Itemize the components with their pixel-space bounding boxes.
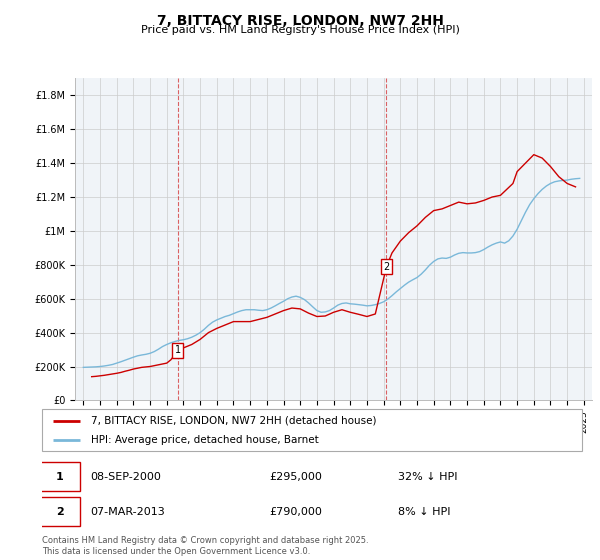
- Text: 7, BITTACY RISE, LONDON, NW7 2HH: 7, BITTACY RISE, LONDON, NW7 2HH: [157, 14, 443, 28]
- FancyBboxPatch shape: [40, 463, 80, 491]
- Text: 32% ↓ HPI: 32% ↓ HPI: [398, 472, 458, 482]
- Text: 2: 2: [56, 507, 64, 516]
- FancyBboxPatch shape: [40, 497, 80, 526]
- Text: £790,000: £790,000: [269, 507, 322, 516]
- Text: 8% ↓ HPI: 8% ↓ HPI: [398, 507, 451, 516]
- Text: Price paid vs. HM Land Registry's House Price Index (HPI): Price paid vs. HM Land Registry's House …: [140, 25, 460, 35]
- Text: HPI: Average price, detached house, Barnet: HPI: Average price, detached house, Barn…: [91, 435, 319, 445]
- Text: 2: 2: [383, 262, 389, 272]
- Text: 7, BITTACY RISE, LONDON, NW7 2HH (detached house): 7, BITTACY RISE, LONDON, NW7 2HH (detach…: [91, 416, 376, 426]
- Text: 08-SEP-2000: 08-SEP-2000: [91, 472, 161, 482]
- Text: Contains HM Land Registry data © Crown copyright and database right 2025.
This d: Contains HM Land Registry data © Crown c…: [42, 536, 368, 556]
- Text: 1: 1: [175, 346, 181, 356]
- Text: 07-MAR-2013: 07-MAR-2013: [91, 507, 166, 516]
- Text: £295,000: £295,000: [269, 472, 322, 482]
- Text: 1: 1: [56, 472, 64, 482]
